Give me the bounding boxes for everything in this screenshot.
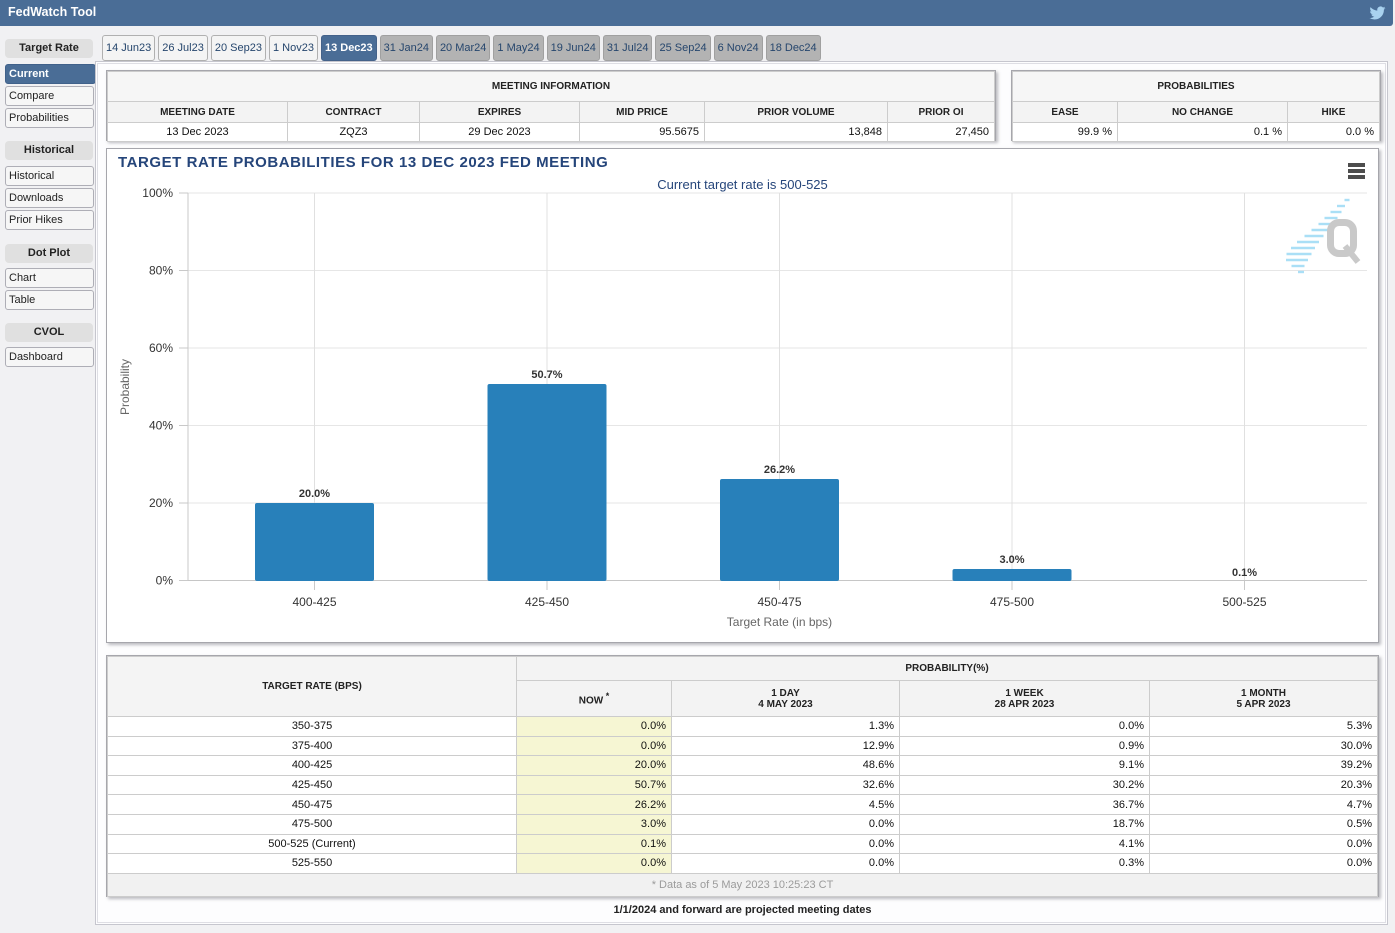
svg-text:475-500: 475-500 [990,595,1034,609]
svg-text:60%: 60% [149,341,173,355]
svg-text:20%: 20% [149,496,173,510]
svg-text:425-450: 425-450 [525,595,569,609]
svg-text:Target Rate (in bps): Target Rate (in bps) [727,615,832,629]
svg-text:450-475: 450-475 [757,595,801,609]
svg-text:Probability: Probability [118,359,132,415]
svg-text:400-425: 400-425 [292,595,336,609]
svg-text:0.1%: 0.1% [1232,567,1257,579]
svg-text:3.0%: 3.0% [999,554,1024,566]
svg-text:500-525: 500-525 [1222,595,1266,609]
svg-text:50.7%: 50.7% [531,369,562,381]
svg-text:20.0%: 20.0% [299,488,330,500]
svg-text:0%: 0% [156,574,174,588]
svg-text:26.2%: 26.2% [764,464,795,476]
svg-text:100%: 100% [142,186,173,200]
svg-text:40%: 40% [149,419,173,433]
svg-text:80%: 80% [149,264,173,278]
